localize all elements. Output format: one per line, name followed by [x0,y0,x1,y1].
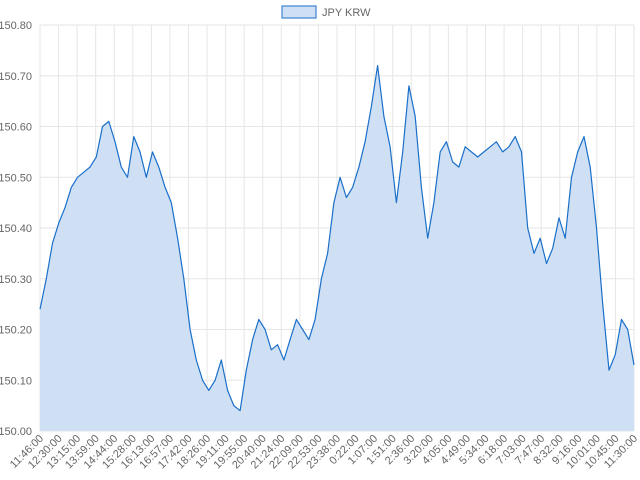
legend-label-jpy-krw: JPY KRW [322,7,371,19]
y-tick-label: 150.60 [0,122,32,134]
y-tick-label: 150.20 [0,325,32,337]
y-tick-label: 150.70 [0,71,32,83]
y-tick-label: 150.40 [0,223,32,235]
y-tick-label: 150.80 [0,20,32,32]
legend-swatch [281,5,317,19]
legend[interactable]: JPY KRW [281,5,371,19]
plot-area [39,65,635,431]
series-area-fill [40,65,634,431]
x-axis-ticks: 11:46:0012:30:0013:15:0013:59:0014:44:00… [8,433,640,472]
y-tick-label: 150.30 [0,274,32,286]
y-tick-label: 150.50 [0,172,32,184]
y-tick-label: 150.00 [0,426,32,438]
y-axis-ticks: 150.00 150.10 150.20 150.30 150.40 150.50 150.… [0,20,32,438]
y-tick-label: 150.10 [0,375,32,387]
series-line-jpy-krw [39,65,635,412]
